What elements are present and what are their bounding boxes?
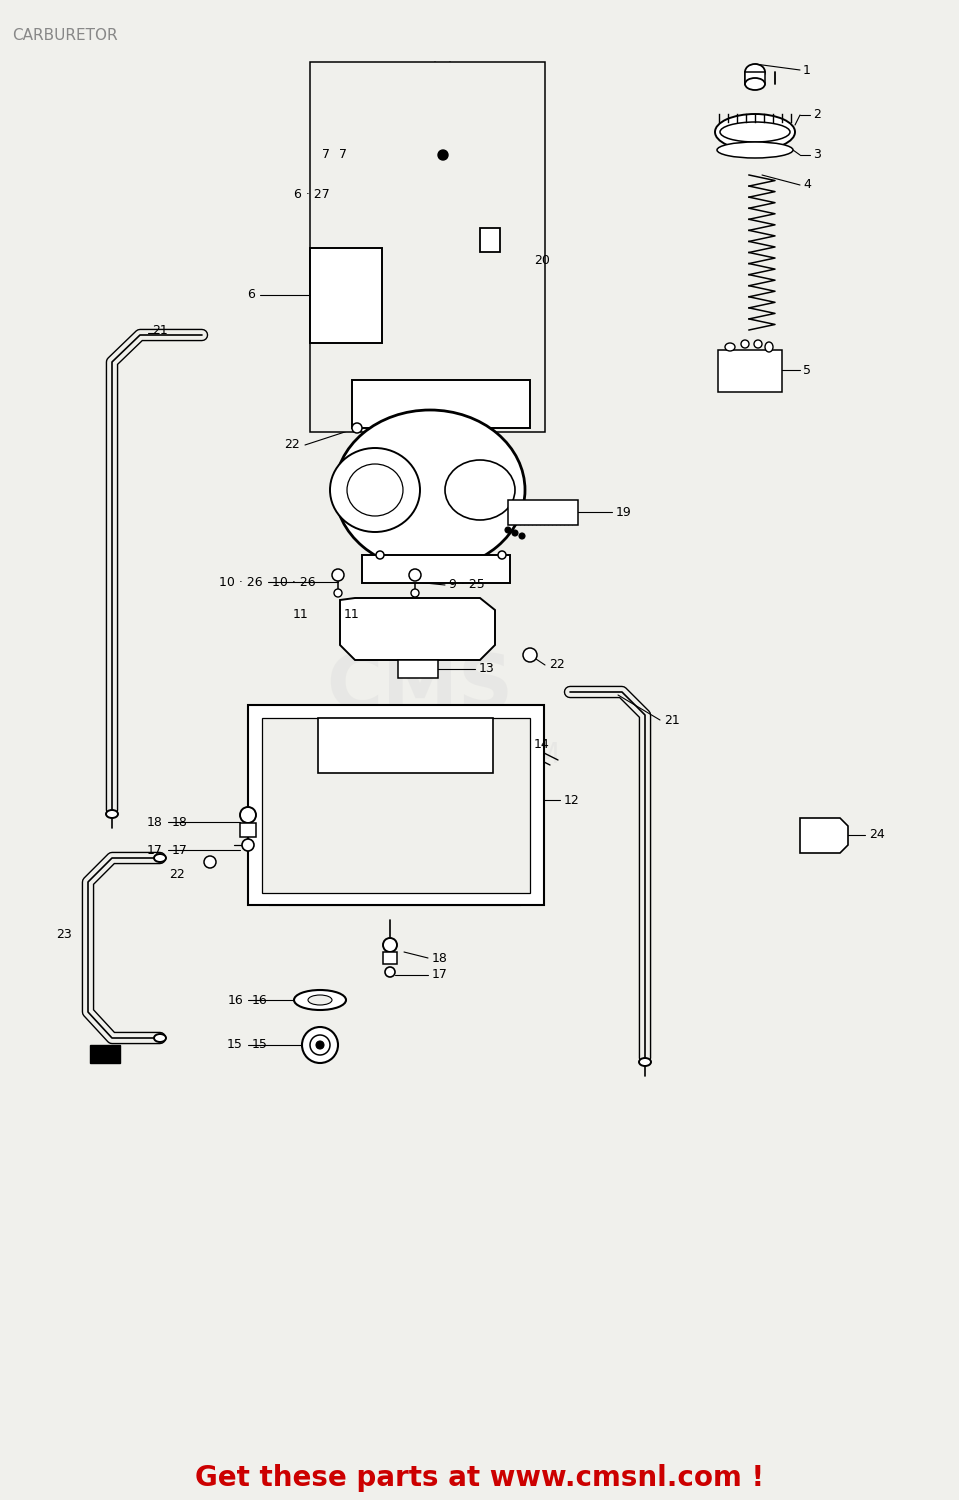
Ellipse shape — [294, 990, 346, 1010]
Polygon shape — [340, 598, 495, 660]
Ellipse shape — [715, 114, 795, 150]
Circle shape — [519, 532, 525, 538]
Text: Get these parts at www.cmsnl.com !: Get these parts at www.cmsnl.com ! — [196, 1464, 764, 1492]
Ellipse shape — [330, 448, 420, 532]
Bar — [383, 952, 397, 964]
Ellipse shape — [445, 460, 515, 520]
Bar — [240, 824, 256, 837]
Text: 6 · 27: 6 · 27 — [294, 189, 330, 201]
Text: 12: 12 — [564, 794, 580, 807]
Bar — [310, 248, 382, 344]
Bar — [310, 62, 545, 432]
Ellipse shape — [347, 464, 403, 516]
Circle shape — [240, 807, 256, 824]
Text: 11: 11 — [344, 609, 360, 621]
Text: 17: 17 — [432, 969, 448, 981]
Text: 17: 17 — [147, 843, 163, 856]
Polygon shape — [800, 818, 848, 854]
Circle shape — [310, 1035, 330, 1054]
Text: 10 · 26: 10 · 26 — [272, 576, 316, 588]
Text: 18: 18 — [432, 951, 448, 964]
Text: 4: 4 — [803, 178, 811, 192]
Circle shape — [316, 1041, 324, 1048]
Bar — [270, 776, 520, 904]
Circle shape — [332, 568, 344, 580]
Text: 16: 16 — [252, 993, 268, 1006]
Text: 14: 14 — [534, 738, 550, 752]
Ellipse shape — [717, 142, 793, 158]
Text: 18: 18 — [147, 816, 163, 828]
Text: 6: 6 — [247, 288, 255, 302]
Circle shape — [383, 938, 397, 952]
Text: 20: 20 — [534, 254, 550, 267]
Bar — [718, 350, 782, 392]
Bar — [508, 500, 578, 525]
Ellipse shape — [106, 810, 118, 818]
Text: 1: 1 — [803, 63, 811, 76]
Text: 7: 7 — [339, 148, 347, 162]
Text: 21: 21 — [152, 324, 168, 336]
Text: 22: 22 — [284, 438, 300, 452]
Ellipse shape — [285, 776, 505, 904]
Bar — [262, 718, 530, 892]
Text: 11: 11 — [292, 609, 308, 621]
Circle shape — [512, 530, 518, 536]
Ellipse shape — [639, 1058, 651, 1066]
Ellipse shape — [745, 78, 765, 90]
Circle shape — [376, 550, 384, 560]
Ellipse shape — [335, 410, 525, 570]
Bar — [270, 776, 520, 904]
Circle shape — [523, 648, 537, 662]
Text: 21: 21 — [664, 714, 680, 726]
Circle shape — [334, 590, 342, 597]
Circle shape — [411, 590, 419, 597]
Text: 19: 19 — [616, 506, 632, 519]
Text: 5: 5 — [803, 363, 811, 376]
Ellipse shape — [720, 122, 790, 142]
Circle shape — [409, 568, 421, 580]
Text: 15: 15 — [252, 1038, 268, 1052]
Text: 10 · 26: 10 · 26 — [220, 576, 263, 588]
Bar — [480, 228, 500, 252]
Ellipse shape — [741, 340, 749, 348]
Text: CMS: CMS — [326, 651, 514, 724]
Ellipse shape — [745, 64, 765, 80]
Text: 22: 22 — [549, 658, 565, 672]
Bar — [745, 72, 765, 84]
Ellipse shape — [308, 994, 332, 1005]
Circle shape — [505, 526, 511, 532]
Text: 24: 24 — [869, 828, 885, 842]
Text: 18: 18 — [172, 816, 188, 828]
Circle shape — [352, 423, 362, 433]
Text: 3: 3 — [813, 148, 821, 162]
Ellipse shape — [154, 1034, 166, 1042]
Text: 23: 23 — [57, 928, 72, 942]
Bar — [248, 705, 544, 904]
Circle shape — [498, 550, 506, 560]
Text: 16: 16 — [227, 993, 243, 1006]
Ellipse shape — [154, 853, 166, 862]
Ellipse shape — [765, 342, 773, 352]
Text: 2: 2 — [813, 108, 821, 122]
Circle shape — [438, 150, 448, 160]
Bar — [352, 380, 530, 427]
Ellipse shape — [754, 340, 762, 348]
Text: 22: 22 — [169, 868, 185, 882]
Text: CARBURETOR: CARBURETOR — [12, 28, 118, 44]
Text: 15: 15 — [227, 1038, 243, 1052]
Ellipse shape — [725, 344, 735, 351]
Bar — [398, 660, 438, 678]
Text: 17: 17 — [172, 843, 188, 856]
Text: 9 · 25: 9 · 25 — [449, 579, 484, 591]
Text: 7: 7 — [322, 148, 330, 162]
Text: WWW.CMSNL.COM: WWW.CMSNL.COM — [300, 741, 560, 770]
Bar — [318, 718, 493, 772]
Text: 13: 13 — [479, 663, 495, 675]
Bar — [362, 555, 510, 584]
Circle shape — [385, 968, 395, 976]
Circle shape — [204, 856, 216, 868]
Circle shape — [302, 1028, 338, 1063]
Circle shape — [242, 839, 254, 850]
Bar — [90, 1046, 120, 1064]
